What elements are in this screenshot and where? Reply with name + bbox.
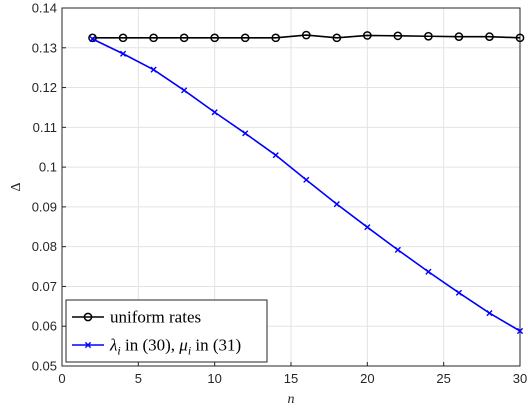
legend-marker [84,341,92,349]
data-point [301,30,311,40]
data-point [424,31,433,41]
y-tick-label: 0.06 [32,319,57,334]
data-point [332,33,342,43]
series-line [92,34,521,39]
data-point [88,33,97,43]
data-point [242,130,249,137]
x-tick-label: 15 [284,371,298,386]
x-tick-label: 10 [207,371,221,386]
data-point [150,66,157,73]
data-point [181,87,188,94]
series-2 [89,35,524,335]
data-point [210,33,220,43]
data-point [149,33,158,43]
data-point [485,32,494,41]
data-point [119,50,127,57]
data-point [118,33,128,43]
x-axis-label: n [288,392,295,407]
legend-item-2: λi in (30), μi in (31) [72,336,241,358]
data-point [89,35,96,43]
data-point [211,109,218,116]
y-tick-label: 0.11 [33,120,57,135]
data-point [394,246,401,253]
legend-marker [83,312,93,322]
legend-label: uniform rates [110,308,201,327]
data-point [303,176,310,183]
data-point [179,33,189,43]
axis-ticks: 0 5 10 15 20 25 30 0.05 0.06 0.07 0.08 0.09 0.1 0.11 0… [32,1,528,387]
x-tick-label: 30 [513,371,527,386]
data-point [455,289,463,296]
legend: uniform rates λi in (30), μi in (31) [65,299,268,363]
data-point [333,201,340,208]
data-point [486,310,493,317]
x-tick-label: 0 [58,371,65,386]
data-point [515,33,525,43]
x-tick-label: 5 [135,371,142,386]
data-point [272,152,279,159]
y-tick-label: 0.08 [32,239,57,254]
data-point [516,327,524,335]
series-layer [88,30,525,335]
data-point [362,31,372,40]
data-point [393,31,403,41]
y-tick-label: 0.05 [32,359,57,374]
y-tick-label: 0.14 [32,1,57,16]
series-line [92,38,521,332]
y-tick-label: 0.13 [32,40,57,55]
x-tick-label: 20 [360,371,374,386]
legend-item-1: uniform rates [72,308,201,327]
legend-label: λi in (30), μi in (31) [109,336,241,358]
legend-box [65,299,268,363]
y-tick-label: 0.12 [32,80,57,95]
data-point [454,32,464,41]
series-1 [88,30,525,43]
y-tick-label: 0.09 [32,199,57,214]
data-point [364,224,371,231]
data-point [271,33,281,43]
data-point [240,33,250,43]
y-tick-label: 0.1 [39,160,57,175]
y-axis-label: Δ [9,182,24,191]
x-tick-label: 25 [436,371,450,386]
y-tick-label: 0.07 [32,279,57,294]
data-point [425,268,432,275]
